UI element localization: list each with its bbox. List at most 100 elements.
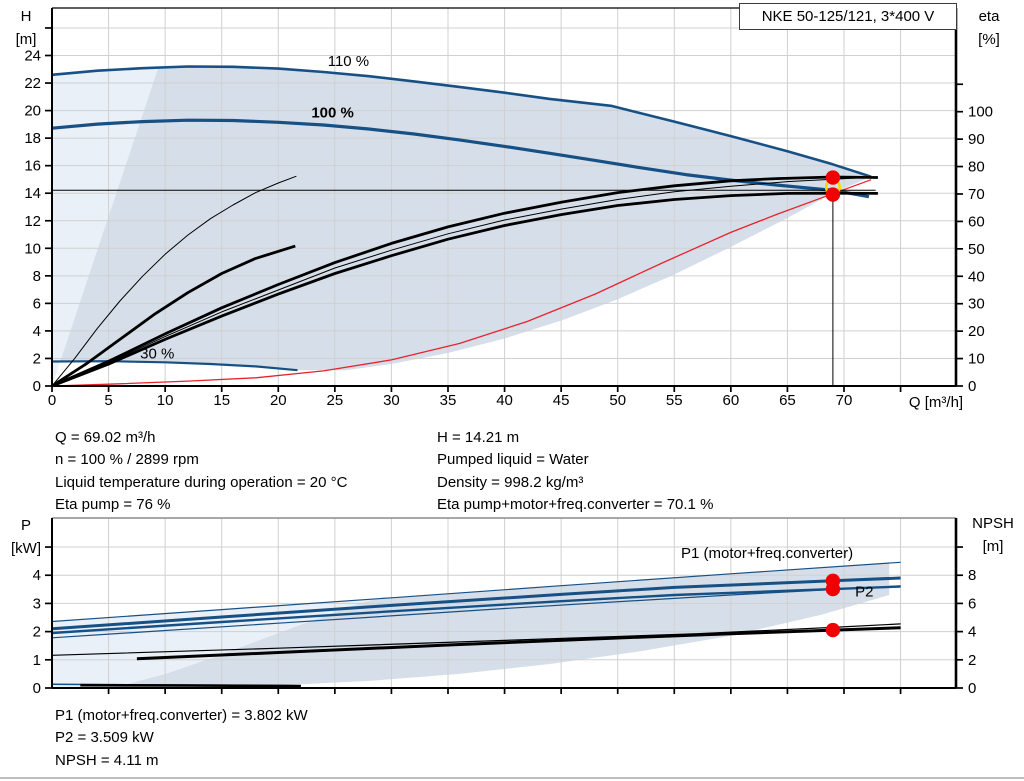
curve-label: 110 %: [328, 53, 369, 70]
duty-info-right: H = 14.21 m Pumped liquid = Water Densit…: [437, 427, 713, 516]
curve-label: 30 %: [140, 346, 174, 363]
info-line-eta-pump: Eta pump = 76 %: [55, 495, 171, 513]
eta-axis-symbol: eta: [978, 8, 1000, 25]
q-axis-label: Q [m³/h]: [908, 394, 964, 411]
eta-total-curve: [51, 179, 872, 387]
eta-curve-thick-short: [51, 244, 296, 388]
h-axis-unit: [m]: [15, 31, 37, 48]
y-left-tick-label: 14: [24, 185, 41, 202]
info-line-p1: P1 (motor+freq.converter) = 3.802 kW: [55, 707, 308, 724]
curve-30pct: [51, 360, 298, 372]
eta-pump-point: [825, 170, 841, 185]
x-tick-label: 50: [609, 392, 626, 409]
x-tick-label: 65: [779, 392, 796, 409]
pump-title: NKE 50-125/121, 3*400 V: [761, 8, 935, 25]
x-tick-label: 15: [213, 392, 230, 409]
y-left-tick-label: 20: [24, 103, 41, 120]
y-left-tick-label: 18: [24, 130, 41, 147]
npsh-axis-unit: [m]: [982, 538, 1004, 555]
p-axis-label: P [kW]: [6, 514, 46, 560]
eta-curve-pump-upper: [51, 175, 878, 388]
low-flow-region: [52, 67, 159, 386]
x-tick-label: 20: [270, 392, 287, 409]
power-low-flow-region: [52, 598, 375, 688]
curve-110pct: [51, 65, 872, 178]
info-line-p2: P2 = 3.509 kW: [55, 729, 154, 747]
y-left-tick-label: 16: [24, 158, 41, 175]
y-left-tick-label: 0: [33, 378, 41, 395]
y-left-tick-label: 12: [24, 213, 41, 230]
y-right-tick-label: 90: [968, 131, 985, 148]
operating-envelope: [52, 66, 872, 371]
x-tick-label: 70: [836, 392, 853, 409]
x-tick-label: 40: [496, 392, 513, 409]
y-right-tick-label: 60: [968, 213, 985, 230]
y-right-tick-label: 70: [968, 186, 985, 203]
info-line-speed: n = 100 % / 2899 rpm: [55, 451, 199, 469]
p-axis-unit: [kW]: [11, 540, 41, 557]
p2-min-curve: [51, 585, 901, 639]
curve-label: P1 (motor+freq.converter): [681, 545, 853, 562]
eta-axis-label: eta [%]: [966, 5, 1012, 51]
bottom-divider: [0, 777, 1024, 779]
eta-axis-unit: [%]: [978, 31, 1000, 48]
x-tick-label: 55: [666, 392, 683, 409]
y-right-tick-label: 0: [968, 680, 976, 697]
p2-30pct-curve: [80, 683, 301, 688]
x-tick-label: 0: [48, 392, 56, 409]
y-right-tick-label: 100: [968, 104, 993, 121]
y-right-tick-label: 6: [968, 595, 976, 612]
y-left-tick-label: 4: [33, 567, 41, 584]
info-line-head: H = 14.21 m: [437, 429, 520, 446]
y-right-tick-label: 10: [968, 351, 985, 368]
y-left-tick-label: 8: [33, 268, 41, 285]
y-right-tick-label: 40: [968, 268, 985, 285]
y-left-tick-label: 24: [24, 48, 41, 65]
p1-max-curve: [51, 561, 901, 623]
x-tick-label: 35: [440, 392, 457, 409]
info-line-density: Density = 998.2 kg/m³: [437, 473, 584, 491]
h-axis-symbol: H: [20, 8, 32, 25]
y-right-tick-label: 30: [968, 296, 985, 313]
y-left-tick-label: 1: [33, 652, 41, 669]
eta-curve-pump-lower: [51, 191, 878, 388]
info-line-eta-total: Eta pump+motor+freq.converter = 70.1 %: [437, 495, 714, 513]
info-line-npsh: NPSH = 4.11 m: [55, 751, 159, 769]
eta-curve-thin-steep: [51, 175, 297, 387]
y-right-tick-label: 4: [968, 624, 976, 641]
duty-point: [825, 187, 841, 202]
npsh-thin-curve: [51, 623, 901, 656]
h-axis-label: H [m]: [6, 5, 46, 51]
y-left-tick-label: 0: [33, 680, 41, 697]
curve-label: 100 %: [311, 105, 354, 122]
y-left-tick-label: 4: [33, 323, 41, 340]
x-tick-label: 5: [104, 392, 112, 409]
y-left-tick-label: 2: [33, 350, 41, 367]
curve-label: P2: [855, 584, 873, 601]
y-right-tick-label: 0: [968, 378, 976, 395]
y-left-tick-label: 10: [24, 240, 41, 257]
npsh-point: [825, 622, 841, 638]
npsh-axis-symbol: NPSH: [972, 515, 1014, 532]
x-tick-label: 25: [327, 392, 344, 409]
p2-point: [825, 581, 841, 597]
y-right-tick-label: 80: [968, 159, 985, 176]
info-line-liquid: Pumped liquid = Water: [437, 451, 589, 469]
p-axis-symbol: P: [20, 517, 31, 534]
duty-info-left: Q = 69.02 m³/h n = 100 % / 2899 rpm Liqu…: [55, 427, 347, 516]
power-info: P1 (motor+freq.converter) = 3.802 kW P2 …: [55, 705, 308, 772]
x-tick-label: 60: [723, 392, 740, 409]
info-line-temperature: Liquid temperature during operation = 20…: [55, 473, 348, 491]
info-line-q: Q = 69.02 m³/h: [55, 429, 156, 446]
y-left-tick-label: 3: [33, 595, 41, 612]
y-right-tick-label: 2: [968, 652, 976, 669]
y-right-tick-label: 50: [968, 241, 985, 258]
y-right-tick-label: 20: [968, 323, 985, 340]
y-left-tick-label: 6: [33, 295, 41, 312]
x-tick-label: 45: [553, 392, 570, 409]
y-left-tick-label: 2: [33, 624, 41, 641]
npsh-axis-label: NPSH [m]: [962, 512, 1024, 558]
pump-title-box: NKE 50-125/121, 3*400 V: [739, 3, 957, 30]
